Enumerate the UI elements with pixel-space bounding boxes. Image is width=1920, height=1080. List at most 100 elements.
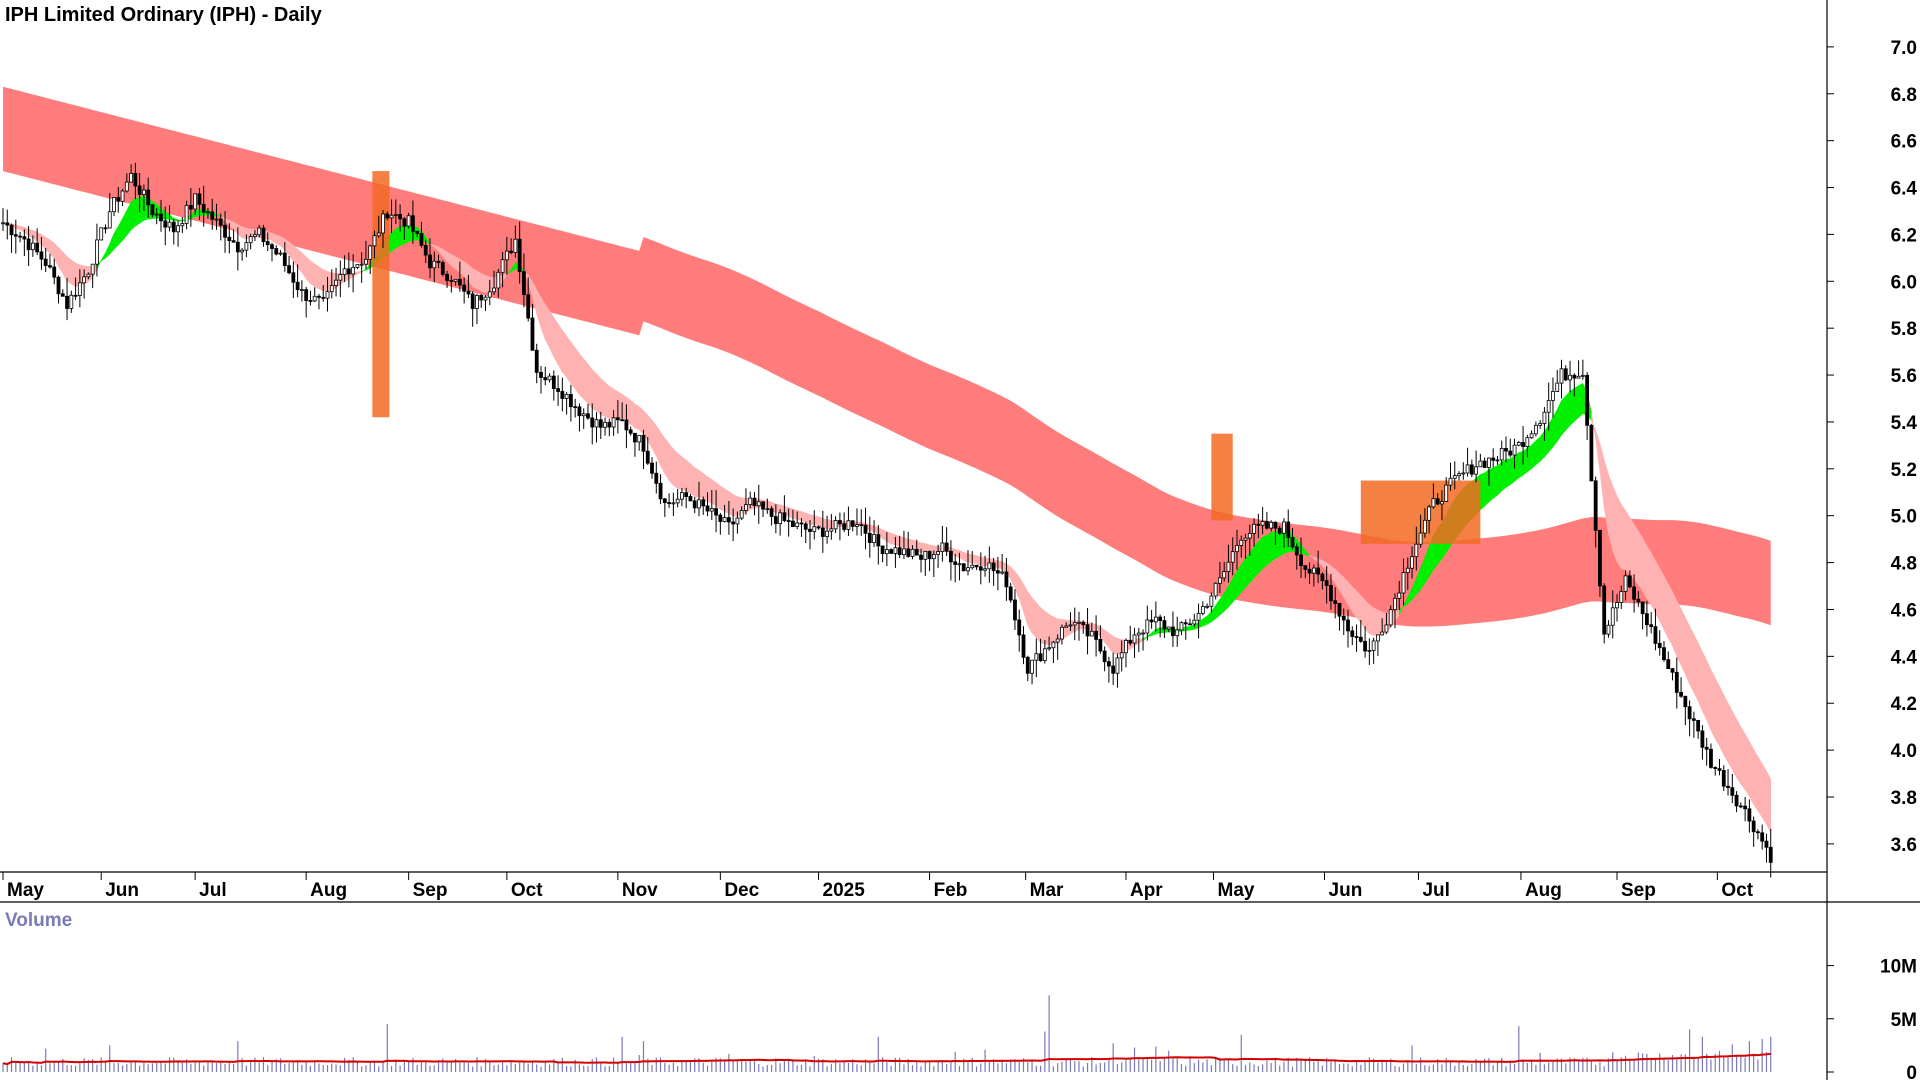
short-ribbon-segment <box>139 195 145 224</box>
short-ribbon-segment <box>241 226 247 240</box>
candle-body <box>1358 636 1363 642</box>
candle-body <box>1077 621 1081 624</box>
candle-body <box>329 285 334 293</box>
short-ribbon-segment <box>826 519 832 530</box>
short-ribbon-segment <box>1655 559 1661 623</box>
candle-body <box>1333 600 1338 604</box>
candle-body <box>820 527 825 537</box>
short-ribbon-segment <box>71 259 76 288</box>
candle-body <box>346 268 351 275</box>
short-ribbon-segment <box>1142 635 1148 642</box>
price-tick-label: 6.4 <box>1891 179 1918 200</box>
candle-body <box>633 432 637 443</box>
short-ribbon-segment <box>971 554 977 565</box>
short-ribbon-segment <box>1497 461 1503 496</box>
short-ribbon-segment <box>540 296 546 340</box>
candle-body <box>615 417 620 421</box>
candle-body <box>1226 561 1231 572</box>
candle-body <box>568 394 573 408</box>
candle-body <box>257 227 262 236</box>
short-ribbon-segment <box>621 393 627 422</box>
candle-body <box>1346 619 1350 632</box>
candle-body <box>1277 527 1282 534</box>
candle-body <box>457 278 462 286</box>
candle-body <box>82 276 87 284</box>
candle-body <box>1367 650 1372 652</box>
candle-body <box>692 500 697 509</box>
candle-body <box>1457 473 1461 477</box>
candle-body <box>1687 706 1692 720</box>
short-ribbon-segment <box>711 478 717 507</box>
price-tick-label: 4.2 <box>1891 694 1917 715</box>
candle-body <box>1444 484 1449 502</box>
candle-body <box>637 434 642 443</box>
candle-body <box>577 406 582 417</box>
candle-body <box>1704 746 1709 750</box>
short-ribbon-segment <box>1620 503 1626 571</box>
candle-body <box>940 542 945 552</box>
short-ribbon-segment <box>660 431 666 474</box>
price-tick-label: 4.4 <box>1891 647 1918 668</box>
short-ribbon-segment <box>869 524 875 532</box>
candle-body <box>1209 595 1214 607</box>
date-tick-label: May <box>7 880 44 901</box>
candle-body <box>338 274 343 281</box>
short-ribbon-segment <box>976 555 982 566</box>
candle-body <box>573 406 578 409</box>
candle-body <box>1200 606 1205 614</box>
short-ribbon-segment <box>1561 395 1567 436</box>
short-ribbon-segment <box>130 197 136 231</box>
short-ribbon-segment <box>728 491 734 517</box>
candle-body <box>1768 846 1773 863</box>
short-ribbon-segment <box>959 550 965 562</box>
short-ribbon-segment <box>66 256 72 285</box>
short-ribbon-segment <box>1001 561 1007 574</box>
candle-body <box>462 284 467 292</box>
candle-body <box>1320 573 1325 582</box>
candle-body <box>1376 634 1380 642</box>
candle-body <box>1422 519 1427 534</box>
date-tick-label: Oct <box>1721 880 1753 901</box>
candle-body <box>201 203 206 213</box>
candle-body <box>69 294 74 309</box>
candle-body <box>688 496 693 502</box>
short-ribbon-segment <box>1215 598 1221 620</box>
candle-body <box>509 250 514 253</box>
short-ribbon-segment <box>1518 450 1524 479</box>
short-ribbon-segment <box>1685 617 1690 685</box>
candle-body <box>359 263 364 266</box>
candle-body <box>539 371 543 378</box>
short-ribbon-segment <box>792 508 798 520</box>
short-ribbon-segment <box>1501 459 1507 492</box>
short-ribbon-segment <box>638 406 644 436</box>
candle-body <box>1081 621 1086 626</box>
candle-body <box>1533 424 1538 435</box>
short-ribbon-segment <box>673 448 678 489</box>
short-ribbon-segment <box>1753 748 1759 812</box>
candle-body <box>564 394 569 399</box>
candle-body <box>188 205 193 210</box>
short-ribbon-segment <box>480 272 486 293</box>
short-ribbon-segment <box>685 459 691 494</box>
candle-body <box>641 434 646 452</box>
short-ribbon-segment <box>361 268 367 273</box>
candle-body <box>1324 580 1329 586</box>
candle-body <box>1551 391 1555 401</box>
candle-body <box>167 221 172 228</box>
short-ribbon-segment <box>690 463 696 498</box>
candle-body <box>227 236 232 242</box>
candle-body <box>603 421 607 428</box>
candle-body <box>1230 551 1235 563</box>
short-ribbon-segment <box>485 275 491 293</box>
candle-body <box>291 272 296 283</box>
candle-body <box>765 508 770 511</box>
short-ribbon-segment <box>275 234 281 247</box>
candle-body <box>368 245 373 260</box>
candle-body <box>1239 539 1244 546</box>
candle-body <box>146 189 151 206</box>
volume-label: Volume <box>5 910 72 931</box>
candle-body <box>1068 624 1073 627</box>
candle-body <box>492 287 496 293</box>
short-ribbon-segment <box>1258 536 1263 574</box>
candle-body <box>978 566 983 571</box>
